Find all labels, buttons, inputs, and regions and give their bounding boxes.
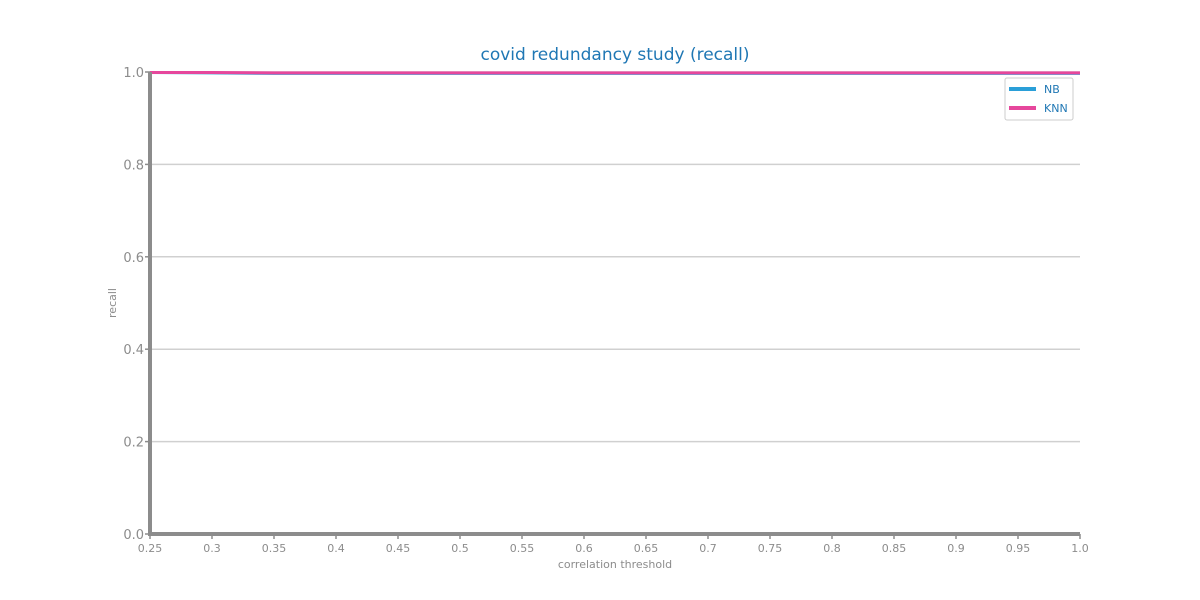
y-tick-label: 0.0 (123, 528, 144, 543)
y-ticks: 0.0 0.2 0.4 0.6 0.8 1.0 (123, 66, 150, 543)
x-ticks: 0.25 0.3 0.35 0.4 0.45 0.5 0.55 0.6 0.65 0.7 0.75 0… (138, 534, 1089, 555)
x-tick-label: 0.8 (823, 542, 841, 555)
x-tick-label: 0.35 (262, 542, 287, 555)
grid-lines (150, 71, 1080, 443)
legend: NB KNN (1004, 77, 1074, 121)
x-tick-label: 0.95 (1006, 542, 1031, 555)
x-tick-label: 0.85 (882, 542, 907, 555)
y-tick-label: 1.0 (123, 66, 144, 81)
x-tick-label: 0.65 (634, 542, 659, 555)
y-axis-label: recall (106, 288, 119, 318)
series-lines (149, 70, 1080, 75)
x-tick-label: 1.0 (1071, 542, 1089, 555)
x-tick-label: 0.7 (699, 542, 717, 555)
x-tick-label: 0.55 (510, 542, 535, 555)
x-tick-label: 0.45 (386, 542, 411, 555)
y-tick-label: 0.8 (123, 158, 144, 173)
legend-label-knn: KNN (1044, 102, 1068, 115)
x-tick-label: 0.9 (947, 542, 965, 555)
y-tick-label: 0.6 (123, 251, 144, 266)
legend-label-nb: NB (1044, 83, 1060, 96)
x-axis-label: correlation threshold (558, 558, 672, 571)
x-tick-label: 0.6 (575, 542, 593, 555)
x-tick-label: 0.3 (203, 542, 221, 555)
y-tick-label: 0.2 (123, 436, 144, 451)
chart-title: covid redundancy study (recall) (480, 45, 749, 65)
x-tick-label: 0.5 (451, 542, 469, 555)
x-tick-label: 0.75 (758, 542, 783, 555)
x-tick-label: 0.4 (327, 542, 345, 555)
y-tick-label: 0.4 (123, 343, 144, 358)
axes (148, 72, 1080, 536)
x-tick-label: 0.25 (138, 542, 163, 555)
